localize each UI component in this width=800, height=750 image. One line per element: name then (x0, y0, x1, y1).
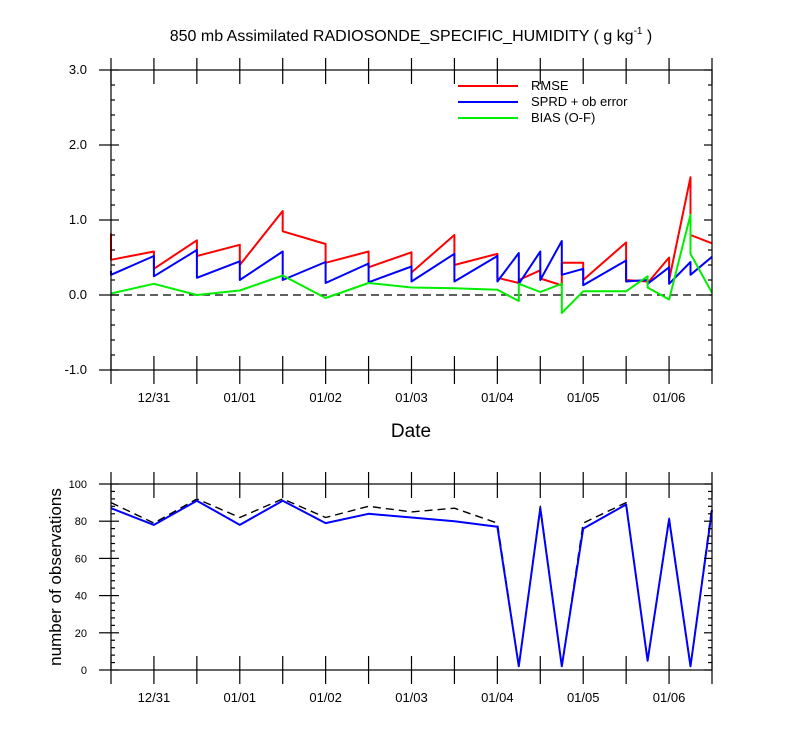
top-plot-frame (110, 69, 713, 371)
y-tick-label: 80 (75, 516, 87, 528)
chart-title: 850 mb Assimilated RADIOSONDE_SPECIFIC_H… (170, 26, 653, 45)
x-tick-label-01-02: 01/02 (309, 690, 342, 705)
y-tick-label: 0.0 (69, 287, 87, 302)
y-tick-label: 20 (75, 628, 87, 640)
y-tick-label: 1.0 (69, 212, 87, 227)
x-tick-label-01-05: 01/05 (567, 690, 600, 705)
legend-label-sprd-ob-error: SPRD + ob error (531, 94, 628, 109)
x-tick-label-01-02: 01/02 (309, 390, 342, 405)
x-tick-label-01-06: 01/06 (653, 390, 686, 405)
x-axis-label: Date (391, 421, 431, 442)
y-tick-label: 60 (75, 553, 87, 565)
bottom-plot-panel: 0 20 40 60 80 100 12/31 01/01 01/02 01/03 01/04 01/… (69, 472, 713, 705)
x-tick-label-01-01: 01/01 (224, 390, 257, 405)
x-tick-label-01-05: 01/05 (567, 390, 600, 405)
x-tick-label-01-04: 01/04 (481, 390, 514, 405)
y-tick-label: 2.0 (69, 137, 87, 152)
title-end: ) (642, 28, 652, 45)
legend-label-bias-o-f: BIAS (O-F) (531, 110, 595, 125)
bottom-plot-frame (110, 483, 713, 671)
x-tick-label-01-01: 01/01 (224, 690, 257, 705)
legend-label-rmse: RMSE (531, 78, 569, 93)
top-plot-panel: -1.0 0.0 1.0 2.0 3.0 12/31 01/01 01/02 01/03 01/0… (65, 58, 713, 405)
series-line-bias-o-f (110, 213, 713, 314)
title-main: 850 mb Assimilated RADIOSONDE_SPECIFIC_H… (170, 28, 634, 45)
y-tick-label: 100 (69, 479, 87, 491)
x-tick-label-12-31: 12/31 (138, 390, 171, 405)
y-axis-label-bottom: number of observations (46, 488, 65, 666)
x-tick-label-01-06: 01/06 (653, 690, 686, 705)
y-tick-label: -1.0 (65, 362, 87, 377)
x-tick-label-01-03: 01/03 (395, 390, 428, 405)
series-line-assimilated (110, 499, 713, 668)
y-tick-label: 40 (75, 591, 87, 603)
x-tick-label-01-04: 01/04 (481, 690, 514, 705)
series-line-possible (110, 498, 713, 667)
title-superscript: -1 (634, 26, 643, 37)
x-tick-label-12-31: 12/31 (138, 690, 171, 705)
y-tick-label: 0 (81, 665, 87, 677)
x-tick-label-01-03: 01/03 (395, 690, 428, 705)
y-tick-label: 3.0 (69, 62, 87, 77)
